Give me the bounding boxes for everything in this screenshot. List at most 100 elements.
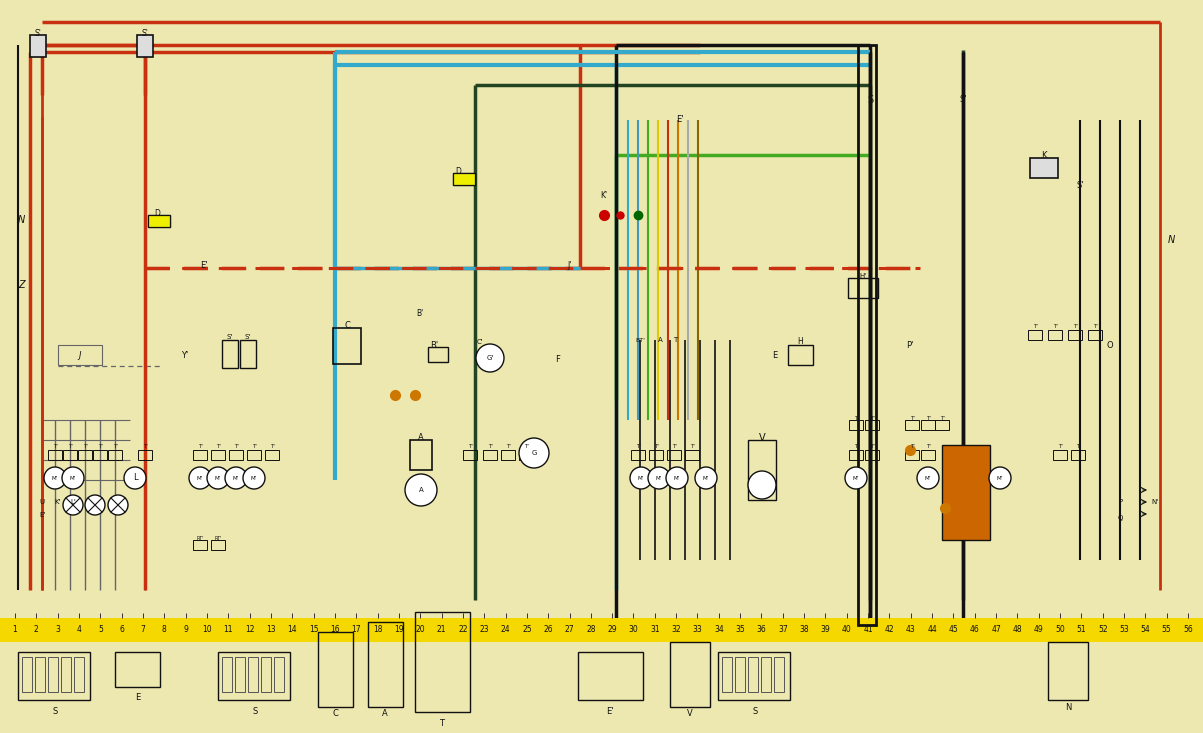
Text: M': M' — [703, 476, 709, 481]
Text: T': T' — [854, 443, 859, 449]
Text: T: T — [672, 337, 677, 343]
Circle shape — [695, 467, 717, 489]
Bar — [368, 622, 403, 707]
Text: T': T' — [143, 443, 148, 449]
Text: 51: 51 — [1077, 625, 1086, 635]
Text: T': T' — [113, 443, 118, 449]
Bar — [905, 420, 919, 430]
Text: J: J — [78, 350, 82, 359]
Circle shape — [476, 344, 504, 372]
Text: E: E — [136, 693, 141, 701]
Bar — [261, 657, 271, 692]
Text: A: A — [658, 337, 663, 343]
Text: 56: 56 — [1183, 625, 1193, 635]
Text: 38: 38 — [799, 625, 808, 635]
Text: Q: Q — [1118, 515, 1122, 521]
Text: M': M' — [674, 476, 680, 481]
Text: 34: 34 — [713, 625, 724, 635]
Bar — [1068, 330, 1081, 340]
Bar — [35, 657, 45, 692]
Bar — [849, 420, 863, 430]
Bar — [63, 450, 77, 460]
Text: 30: 30 — [629, 625, 639, 635]
Text: 1: 1 — [12, 625, 17, 635]
Circle shape — [648, 467, 670, 489]
Text: T': T' — [671, 443, 676, 449]
Circle shape — [405, 474, 437, 506]
Text: 37: 37 — [778, 625, 788, 635]
Bar — [115, 652, 160, 687]
Text: T': T' — [83, 443, 88, 449]
Text: 14: 14 — [288, 625, 297, 635]
Text: 7: 7 — [141, 625, 146, 635]
Text: T': T' — [909, 443, 914, 449]
Circle shape — [243, 467, 265, 489]
Text: M': M' — [233, 476, 239, 481]
Bar — [148, 215, 170, 227]
Text: P': P' — [906, 341, 914, 350]
Text: E: E — [772, 350, 777, 359]
Text: 12: 12 — [245, 625, 254, 635]
Bar — [648, 450, 663, 460]
Bar — [415, 612, 470, 712]
Text: 29: 29 — [608, 625, 617, 635]
Text: T: T — [439, 720, 444, 729]
Text: 16: 16 — [330, 625, 339, 635]
Text: E': E' — [38, 512, 46, 518]
Text: T': T' — [67, 443, 72, 449]
Bar — [482, 450, 497, 460]
Text: 49: 49 — [1033, 625, 1043, 635]
Text: A: A — [419, 487, 423, 493]
Text: N': N' — [1151, 499, 1158, 505]
Text: T': T' — [854, 416, 859, 421]
Text: 42: 42 — [884, 625, 894, 635]
Text: T': T' — [940, 416, 944, 421]
Text: 4: 4 — [77, 625, 82, 635]
Bar — [48, 657, 58, 692]
Bar — [22, 657, 32, 692]
Text: J': J' — [568, 260, 573, 270]
Text: M': M' — [853, 476, 859, 481]
Bar — [148, 215, 170, 227]
Text: T': T' — [523, 443, 528, 449]
Circle shape — [207, 467, 229, 489]
Text: C': C' — [476, 339, 484, 345]
Circle shape — [63, 495, 83, 515]
Text: M': M' — [925, 476, 931, 481]
Text: 5: 5 — [97, 625, 102, 635]
Bar — [685, 450, 699, 460]
Text: 27: 27 — [564, 625, 574, 635]
Text: RT': RT' — [196, 536, 203, 540]
Text: B': B' — [416, 309, 423, 317]
Bar — [93, 450, 107, 460]
Bar — [632, 450, 645, 460]
Text: E': E' — [606, 707, 614, 716]
Text: 19: 19 — [395, 625, 404, 635]
Text: T': T' — [870, 443, 875, 449]
Text: T': T' — [197, 443, 202, 449]
Bar — [0, 618, 1203, 642]
Bar — [463, 450, 478, 460]
Bar — [1053, 450, 1067, 460]
Text: 20: 20 — [415, 625, 425, 635]
Text: K': K' — [600, 191, 608, 199]
Text: B': B' — [429, 341, 438, 350]
Bar — [500, 450, 515, 460]
Bar — [333, 328, 361, 364]
Text: A: A — [383, 710, 387, 718]
Bar — [454, 173, 475, 185]
Bar — [1048, 330, 1062, 340]
Text: M': M' — [215, 476, 221, 481]
Text: 6: 6 — [119, 625, 124, 635]
Bar — [1071, 450, 1085, 460]
Text: D: D — [154, 208, 160, 218]
Text: O: O — [1107, 341, 1113, 350]
Text: 43: 43 — [906, 625, 915, 635]
Bar — [235, 657, 245, 692]
Text: 54: 54 — [1140, 625, 1150, 635]
Text: T': T' — [909, 416, 914, 421]
Bar — [211, 450, 225, 460]
Text: T': T' — [487, 443, 492, 449]
Text: 3: 3 — [55, 625, 60, 635]
Text: T': T' — [1057, 443, 1062, 449]
